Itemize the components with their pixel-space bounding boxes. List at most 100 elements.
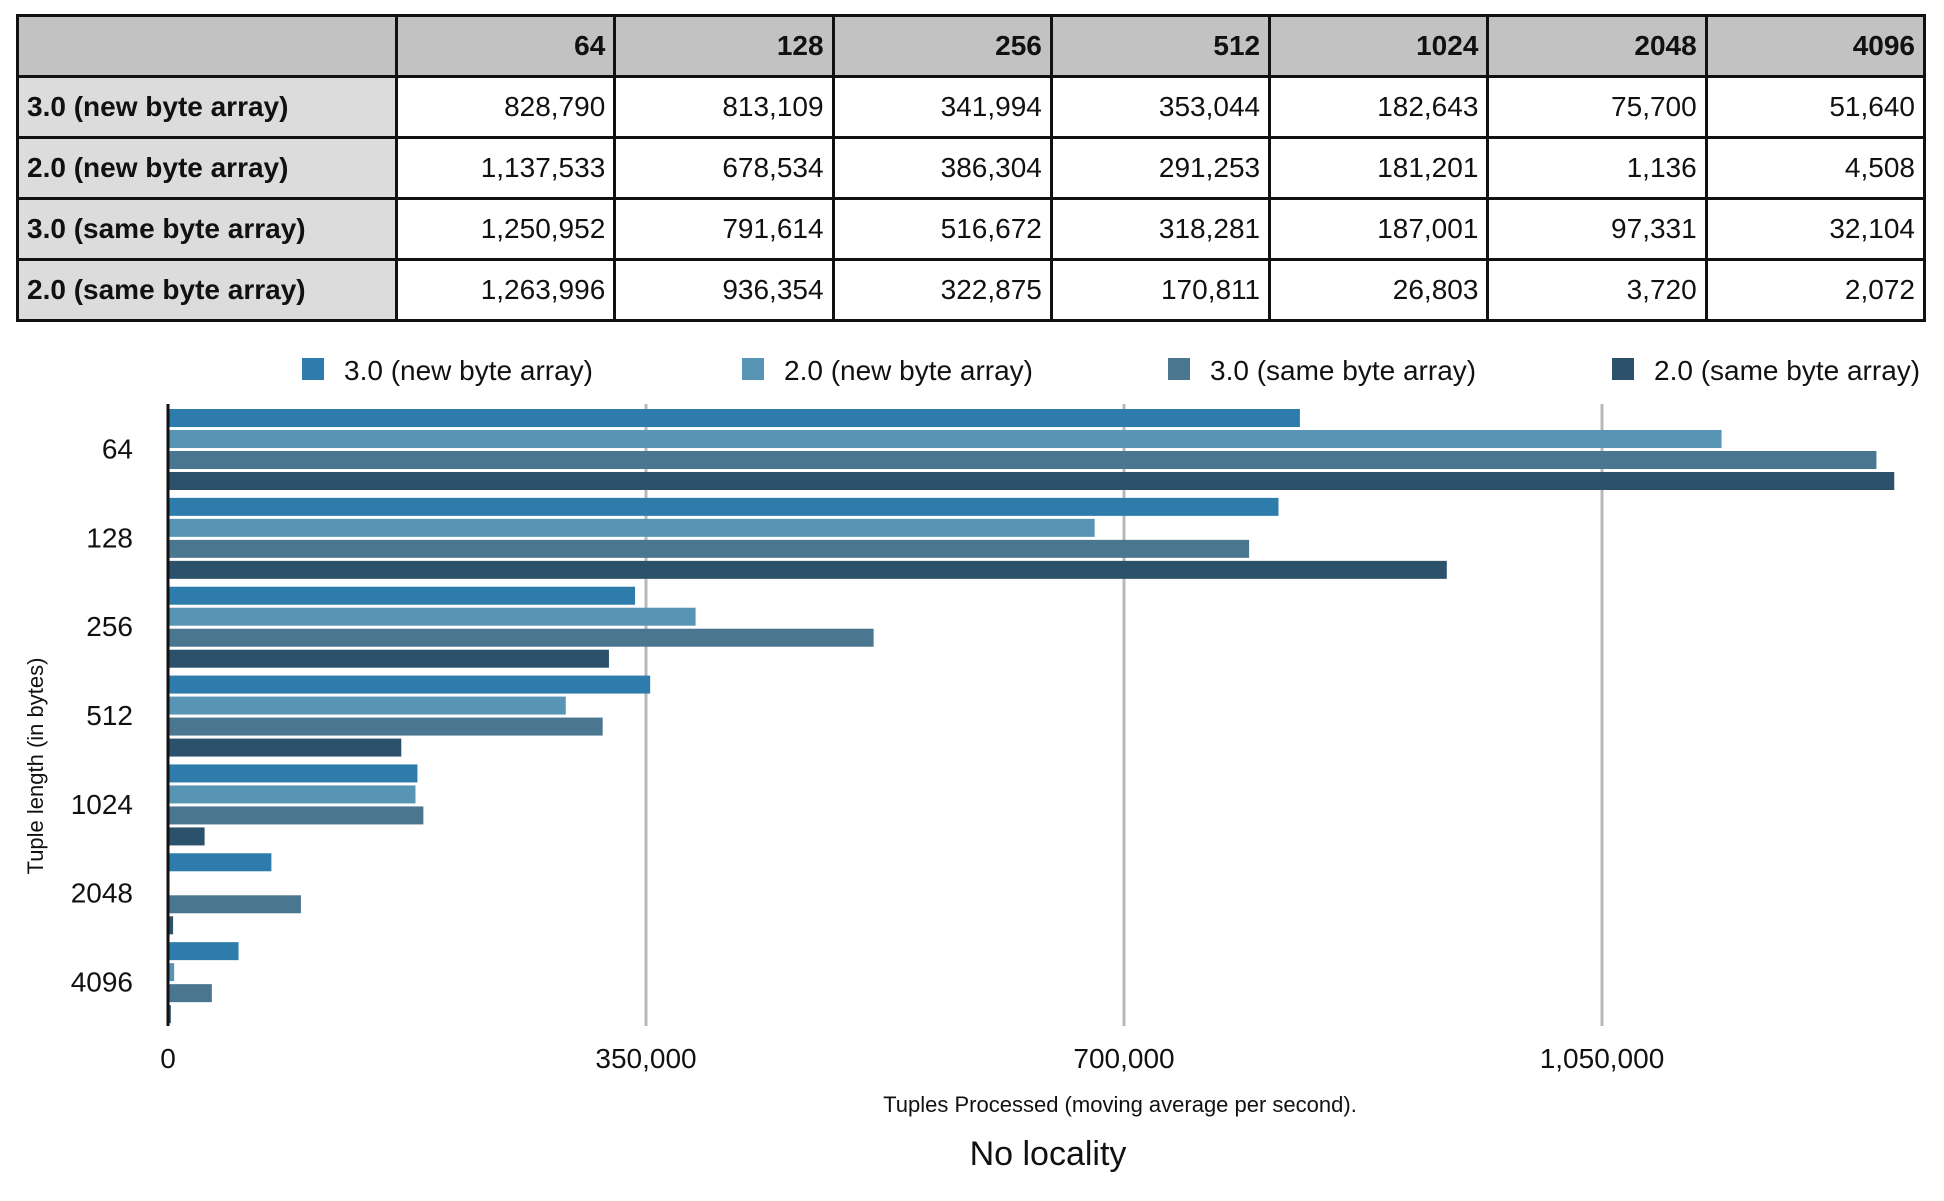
table-cell: 170,811 xyxy=(1049,258,1272,322)
legend-label: 2.0 (new byte array) xyxy=(784,355,1033,386)
table-header-row: 64 128 256 512 1024 2048 4096 xyxy=(16,14,1927,78)
table-cell: 341,994 xyxy=(831,75,1053,139)
grid-lines xyxy=(644,404,1604,1026)
legend-label: 3.0 (same byte array) xyxy=(1210,355,1476,386)
bar xyxy=(168,916,174,935)
table-row-label: 2.0 (same byte array) xyxy=(16,258,398,322)
chart-title: No locality xyxy=(970,1135,1127,1173)
table-cell: 318,281 xyxy=(1049,197,1272,261)
x-tick-label: 1,050,000 xyxy=(1540,1043,1665,1074)
bar xyxy=(168,827,205,846)
table-cell: 1,136 xyxy=(1486,136,1708,200)
legend-label: 2.0 (same byte array) xyxy=(1654,355,1920,386)
data-table: 64 128 256 512 1024 2048 4096 3.0 (new byte ar… xyxy=(16,14,1927,322)
table-row-label: 3.0 (same byte array) xyxy=(16,197,398,261)
y-tick-label: 128 xyxy=(86,522,133,553)
x-axis-title: Tuples Processed (moving average per sec… xyxy=(883,1092,1357,1117)
y-axis-title: Tuple length (in bytes) xyxy=(23,658,48,875)
table-cell: 813,109 xyxy=(613,75,835,139)
table-cell: 322,875 xyxy=(831,258,1053,322)
table-cell: 936,354 xyxy=(613,258,835,322)
y-tick-label: 4096 xyxy=(71,967,133,998)
bar xyxy=(168,451,1877,469)
table-column-header: 128 xyxy=(613,14,835,78)
table-cell: 3,720 xyxy=(1486,258,1708,322)
bar xyxy=(168,607,696,626)
table-cell: 386,304 xyxy=(831,136,1053,200)
table-row: 2.0 (same byte array) 1,263,996 936,354 322… xyxy=(16,258,1927,322)
bar xyxy=(168,409,1300,427)
bar xyxy=(168,764,418,783)
bar xyxy=(168,518,1095,537)
table-cell: 678,534 xyxy=(613,136,835,200)
bar xyxy=(168,430,1722,448)
bar xyxy=(168,472,1895,490)
bar xyxy=(168,806,424,825)
table-column-header: 2048 xyxy=(1486,14,1708,78)
table-row: 3.0 (new byte array) 828,790 813,109 341,99… xyxy=(16,75,1927,139)
x-tick-label: 700,000 xyxy=(1073,1043,1174,1074)
table-row: 2.0 (new byte array) 1,137,533 678,534 386,… xyxy=(16,136,1927,200)
table-column-header: 64 xyxy=(394,14,617,78)
y-tick-label: 64 xyxy=(102,433,133,464)
legend: 3.0 (new byte array) 2.0 (new byte array)… xyxy=(302,355,1920,386)
bar xyxy=(168,984,212,1003)
table-cell: 291,253 xyxy=(1049,136,1272,200)
bar xyxy=(168,853,272,872)
x-tick-label: 0 xyxy=(160,1043,176,1074)
bar xyxy=(168,942,239,961)
table-column-header: 1024 xyxy=(1268,14,1490,78)
table-cell: 791,614 xyxy=(613,197,835,261)
bar xyxy=(168,560,1447,579)
table-cell: 51,640 xyxy=(1704,75,1927,139)
bar xyxy=(168,963,175,982)
table-row-label: 2.0 (new byte array) xyxy=(16,136,398,200)
bar xyxy=(168,696,566,715)
table-cell: 1,263,996 xyxy=(394,258,617,322)
legend-swatch xyxy=(1612,358,1634,380)
bar xyxy=(168,586,636,605)
bar xyxy=(168,539,1250,558)
table-cell: 187,001 xyxy=(1268,197,1490,261)
legend-label: 3.0 (new byte array) xyxy=(344,355,593,386)
table-column-header: 512 xyxy=(1049,14,1272,78)
legend-swatch xyxy=(1168,358,1190,380)
x-tick-label: 350,000 xyxy=(595,1043,696,1074)
table-cell: 26,803 xyxy=(1268,258,1490,322)
bar xyxy=(168,497,1279,516)
table-cell: 2,072 xyxy=(1704,258,1927,322)
bar xyxy=(168,649,609,668)
y-tick-label: 2048 xyxy=(71,878,133,909)
table-cell: 1,137,533 xyxy=(394,136,617,200)
y-tick-label: 256 xyxy=(86,611,133,642)
table-cell: 1,250,952 xyxy=(394,197,617,261)
legend-swatch xyxy=(302,358,324,380)
bar xyxy=(168,628,874,647)
bar xyxy=(168,675,651,694)
axes: 0 350,000 700,000 1,050,000 64 128 256 512 1024 2… xyxy=(71,404,1665,1074)
table-cell: 4,508 xyxy=(1704,136,1927,200)
table-cell: 828,790 xyxy=(394,75,617,139)
table-column-header: 4096 xyxy=(1704,14,1927,78)
table-cell: 97,331 xyxy=(1486,197,1708,261)
table-cell: 516,672 xyxy=(831,197,1053,261)
y-tick-label: 1024 xyxy=(71,789,133,820)
table-row: 3.0 (same byte array) 1,250,952 791,614 516… xyxy=(16,197,1927,261)
legend-swatch xyxy=(742,358,764,380)
table-column-header: 256 xyxy=(831,14,1053,78)
table-cell: 181,201 xyxy=(1268,136,1490,200)
table-cell: 353,044 xyxy=(1049,75,1272,139)
bar xyxy=(168,895,301,914)
bar xyxy=(168,717,603,736)
bar xyxy=(168,785,416,804)
table-cell: 182,643 xyxy=(1268,75,1490,139)
table-cell: 32,104 xyxy=(1704,197,1927,261)
y-tick-label: 512 xyxy=(86,700,133,731)
table-row-label: 3.0 (new byte array) xyxy=(16,75,398,139)
table-cell: 75,700 xyxy=(1486,75,1708,139)
table-body: 3.0 (new byte array) 828,790 813,109 341,99… xyxy=(16,75,1927,322)
table-corner-cell xyxy=(16,14,398,78)
bar xyxy=(168,738,402,757)
bars xyxy=(168,409,1895,1024)
